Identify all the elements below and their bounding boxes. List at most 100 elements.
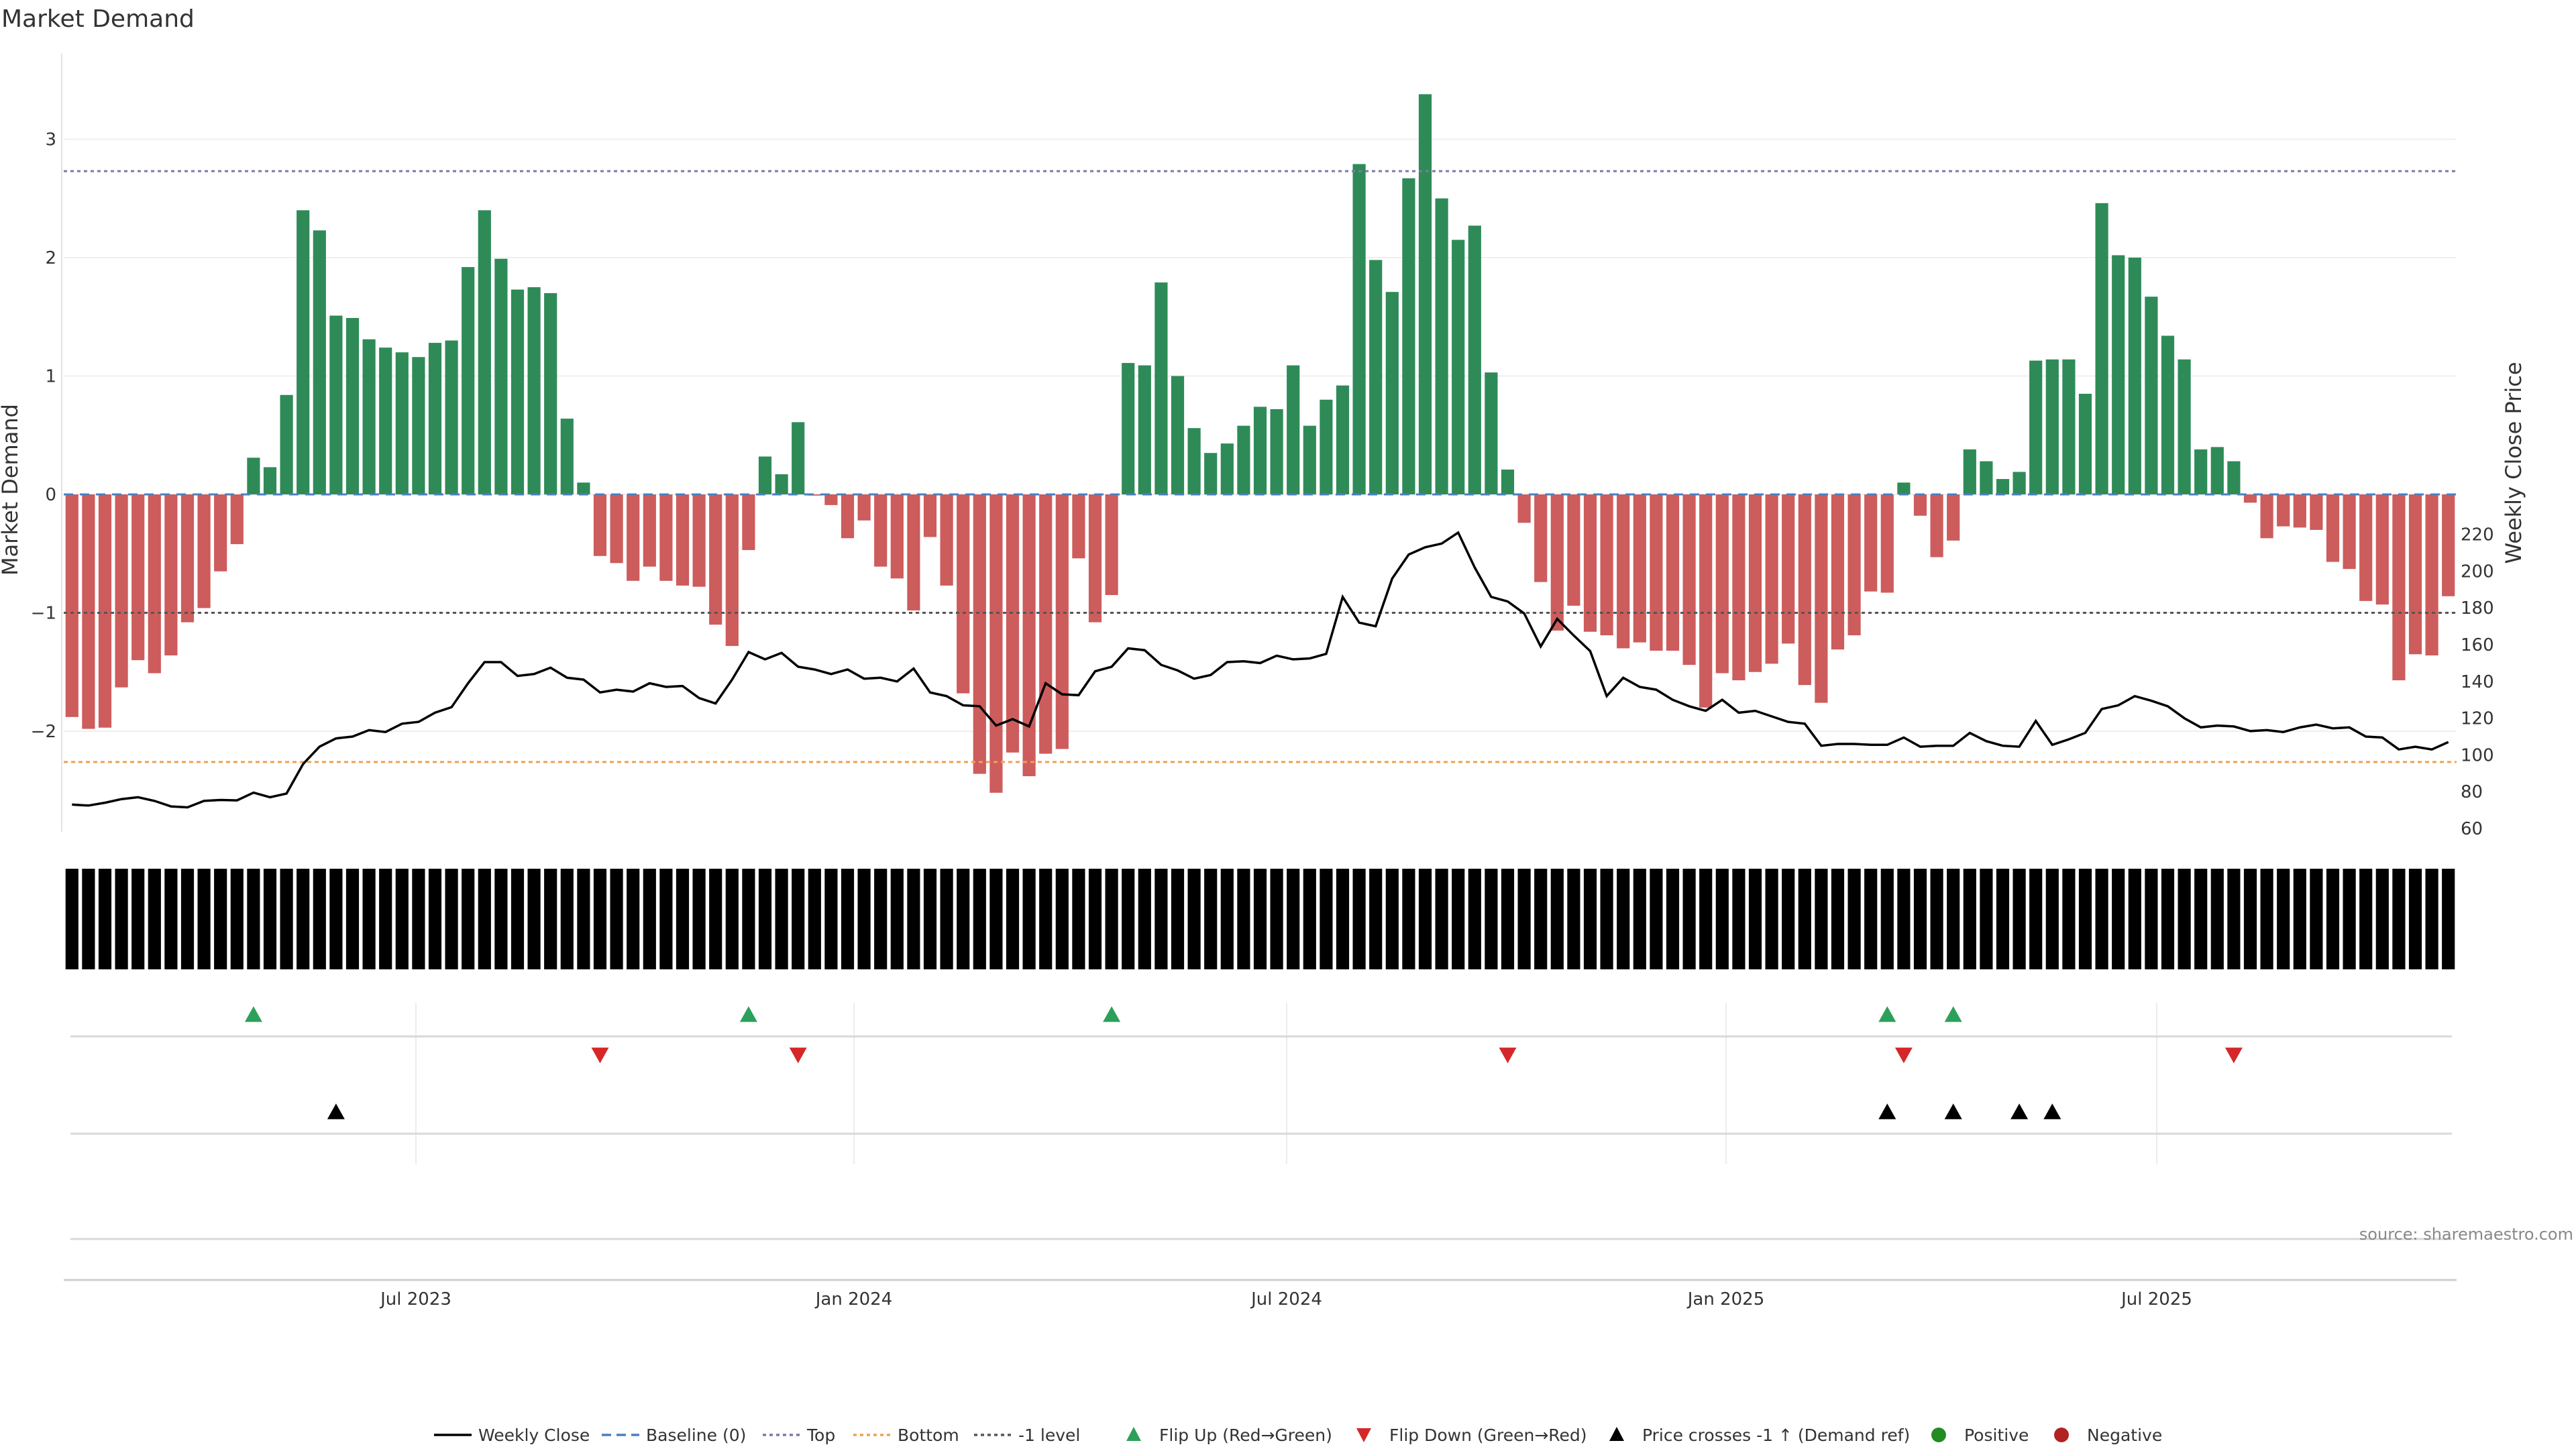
demand-bar-positive [412, 357, 425, 494]
heat-cell [1072, 869, 1085, 969]
demand-bar-positive [313, 230, 326, 494]
heat-cell [1947, 869, 1960, 969]
heat-cell [362, 869, 376, 969]
heat-cell [2227, 869, 2241, 969]
heat-cell [1452, 869, 1465, 969]
heat-cell [2161, 869, 2175, 969]
demand-bar-positive [345, 318, 360, 494]
x-tick-label: Jan 2024 [814, 1289, 893, 1309]
heat-cell [1006, 869, 1020, 969]
heat-cell [1732, 869, 1746, 969]
demand-bar-positive [1996, 479, 2010, 494]
heat-cell [2277, 869, 2290, 969]
demand-bar-positive [1385, 292, 1399, 494]
heat-cell [709, 869, 722, 969]
heat-cell [957, 869, 970, 969]
demand-bar-negative [973, 494, 986, 774]
demand-bar-negative [1699, 494, 1713, 708]
demand-bar-negative [1006, 494, 1020, 753]
demand-bar-negative [2326, 494, 2340, 562]
demand-bar-positive [280, 394, 293, 494]
demand-bar-negative [610, 494, 623, 564]
heat-cell [659, 869, 673, 969]
heat-cell [1138, 869, 1151, 969]
demand-bar-positive [494, 258, 508, 494]
demand-bar-positive [2227, 461, 2241, 494]
y2-axis-ticks: 60 80 100 120 140 160 180 200 220 [2461, 525, 2494, 839]
demand-bar-negative [1022, 494, 1036, 777]
heat-cell [824, 869, 838, 969]
flip-down-marker [1894, 1047, 1913, 1063]
x-tick-label: Jul 2023 [379, 1289, 451, 1309]
heat-cell [742, 869, 755, 969]
price-cross-marker [327, 1104, 345, 1120]
heat-cell [280, 869, 293, 969]
heat-cell [1517, 869, 1531, 969]
price-cross-marker [1878, 1104, 1896, 1120]
heat-cell [1748, 869, 1762, 969]
heat-cell [1022, 869, 1036, 969]
demand-bar-positive [1320, 399, 1333, 494]
heat-cell [1980, 869, 1993, 969]
demand-bar-negative [857, 494, 871, 521]
demand-bar-negative [1534, 494, 1548, 582]
flip-up-marker [739, 1006, 757, 1022]
demand-bar-positive [263, 467, 277, 494]
y2-tick-label: 200 [2461, 561, 2494, 582]
legend-label: Positive [1964, 1426, 2029, 1445]
heat-cell [148, 869, 161, 969]
heat-cell [808, 869, 821, 969]
demand-bar-negative [659, 494, 673, 581]
legend-label: Flip Down (Green→Red) [1389, 1426, 1587, 1445]
demand-bar-negative [2343, 494, 2356, 570]
heat-cell [2112, 869, 2125, 969]
heat-cell [593, 869, 607, 969]
heat-cell [923, 869, 937, 969]
demand-bar-negative [709, 494, 722, 625]
y-tick-label: 2 [45, 248, 56, 268]
heat-cell [2095, 869, 2108, 969]
heat-cell [1930, 869, 1943, 969]
demand-bar-negative [1913, 494, 1927, 516]
demand-bar-positive [1187, 428, 1201, 494]
heat-cell [1088, 869, 1102, 969]
heat-cell [1633, 869, 1646, 969]
heat-cell [577, 869, 590, 969]
demand-bar-negative [82, 494, 95, 729]
heat-cell [82, 869, 95, 969]
y-tick-label: 3 [45, 130, 56, 150]
heat-cell [65, 869, 78, 969]
demand-bar-negative [2375, 494, 2389, 605]
heat-cell [1600, 869, 1613, 969]
heat-cell [2078, 869, 2092, 969]
demand-bar-positive [1171, 376, 1185, 494]
heat-cell [1782, 869, 1795, 969]
demand-bar-negative [2243, 494, 2257, 503]
demand-bar-positive [297, 210, 310, 494]
heat-cell [1567, 869, 1580, 969]
heat-cell [1187, 869, 1201, 969]
heat-cell [1270, 869, 1283, 969]
demand-bar-positive [2194, 449, 2208, 494]
demand-bar-negative [1600, 494, 1613, 636]
heat-cell [1897, 869, 1911, 969]
demand-bar-negative [1748, 494, 1762, 672]
flip-down-marker [2224, 1047, 2243, 1063]
demand-bar-positive [2095, 203, 2108, 494]
heat-cell [1864, 869, 1878, 969]
heat-cell [1122, 869, 1135, 969]
heat-cell [297, 869, 310, 969]
demand-bar-negative [2425, 494, 2438, 656]
heat-cell [1320, 869, 1333, 969]
demand-bar-negative [1550, 494, 1564, 631]
y2-tick-label: 80 [2461, 782, 2483, 802]
demand-bar-positive [1468, 225, 1481, 494]
heat-cell [230, 869, 244, 969]
heat-cell [841, 869, 855, 969]
flip-down-marker [591, 1047, 609, 1063]
legend-swatch [1931, 1428, 1946, 1442]
demand-bar-positive [428, 343, 442, 494]
demand-bar-positive [2012, 472, 2026, 494]
source-note: source: sharemaestro.com [2359, 1225, 2573, 1244]
demand-bar-negative [2408, 494, 2422, 655]
